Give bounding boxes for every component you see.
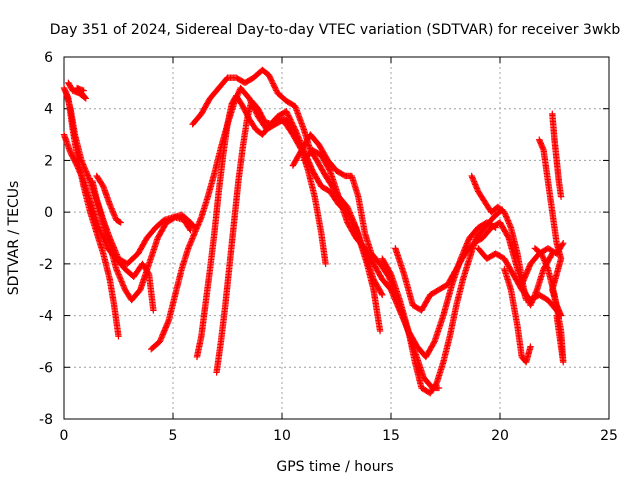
data-point: [432, 380, 440, 388]
axis-ticks: 0 5 10 15 20 25 -8 -6 -4 -2 0 2 4 6: [39, 50, 618, 444]
data-point: [285, 113, 293, 121]
data-point: [271, 84, 279, 91]
data-point: [271, 83, 278, 90]
data-point: [322, 260, 329, 268]
y-tick-label: 2: [44, 153, 53, 169]
grid-lines: [64, 57, 609, 419]
data-point: [285, 112, 292, 119]
data-point: [186, 225, 193, 233]
y-axis-label: SDTVAR / TECUs: [6, 181, 22, 296]
series-arc-06: [89, 177, 198, 268]
data-point: [376, 327, 384, 335]
data-point: [273, 87, 280, 94]
series-arc-21: [518, 239, 567, 288]
series-arc-16: [475, 245, 565, 319]
x-tick-label: 20: [491, 428, 509, 444]
data-point: [270, 81, 277, 89]
y-tick-label: -8: [39, 412, 53, 428]
series-arc-08: [193, 92, 329, 361]
x-tick-label: 5: [169, 428, 178, 444]
series-arc-13: [379, 206, 506, 397]
data-point: [269, 80, 277, 87]
series-arc-05: [93, 172, 124, 226]
data-point: [290, 123, 297, 130]
x-tick-label: 10: [273, 428, 291, 444]
chart-title: Day 351 of 2024, Sidereal Day-to-day VTE…: [50, 22, 621, 38]
data-point: [291, 124, 298, 132]
data-point: [115, 333, 122, 340]
x-tick-label: 0: [60, 428, 69, 444]
data-point: [150, 307, 157, 314]
data-point: [379, 291, 386, 299]
data-point: [287, 117, 295, 125]
data-point: [187, 227, 194, 234]
series-arc-19: [549, 110, 565, 200]
data-point: [283, 108, 290, 115]
data-point: [265, 71, 273, 79]
data-point: [560, 239, 567, 247]
series-arc-14: [392, 219, 530, 314]
data-point: [559, 241, 566, 248]
data-point: [80, 87, 87, 94]
y-tick-label: -4: [39, 309, 53, 325]
y-tick-label: 6: [44, 50, 53, 66]
series-arc-17: [501, 265, 534, 366]
data-point: [557, 193, 565, 200]
x-tick-label: 25: [600, 428, 618, 444]
y-tick-label: -6: [39, 360, 53, 376]
data-point: [284, 110, 291, 118]
data-point: [286, 115, 293, 122]
data-point: [435, 384, 443, 392]
data-point: [287, 116, 294, 123]
data-point: [553, 312, 560, 319]
x-tick-label: 15: [382, 428, 400, 444]
data-point: [269, 78, 276, 86]
data-point: [266, 73, 273, 80]
series-arc-03: [62, 90, 194, 304]
data-point: [117, 219, 124, 226]
data-point: [527, 343, 534, 350]
x-axis-label: GPS time / hours: [276, 459, 393, 475]
series-arc-04: [65, 79, 89, 102]
series-arc-10: [189, 66, 384, 335]
y-tick-label: 0: [44, 205, 53, 221]
data-point: [289, 122, 297, 129]
y-tick-label: 4: [44, 102, 53, 118]
data-markers: [60, 66, 567, 397]
plot-frame: [63, 56, 610, 420]
y-tick-label: -2: [39, 257, 53, 273]
data-point: [378, 290, 385, 297]
data-point: [267, 76, 275, 83]
data-point: [289, 120, 296, 128]
series-arc-20: [531, 245, 567, 366]
data-point: [116, 218, 123, 226]
data-point: [272, 85, 279, 93]
data-point: [283, 109, 291, 116]
data-point: [288, 119, 295, 126]
data-point: [268, 77, 275, 84]
data-point: [267, 74, 274, 82]
